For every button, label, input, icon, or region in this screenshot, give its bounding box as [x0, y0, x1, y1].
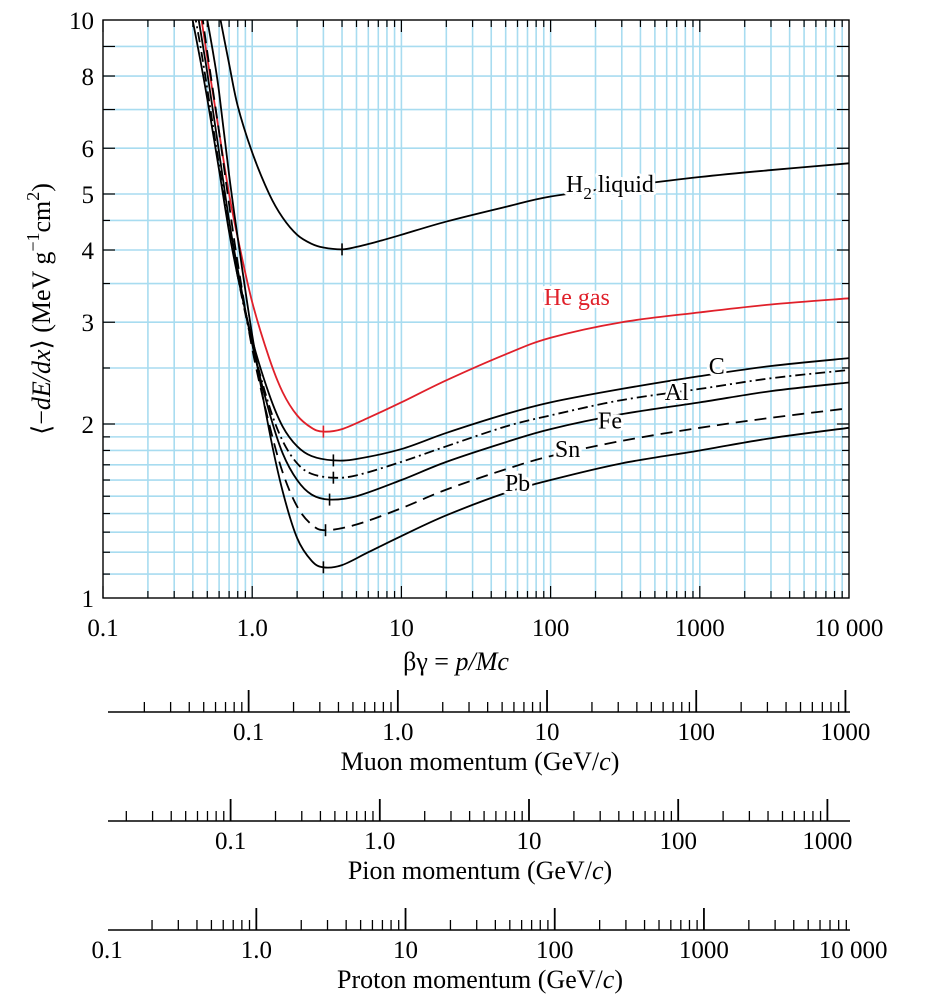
momentum-axis-1: 0.1 1.0 10 100 1000 Pion momentum (GeV/c) — [108, 799, 852, 885]
momentum-axes: 0.1 1.0 10 100 1000 Muon momentum (GeV/c) 0.1 1… — [92, 690, 888, 994]
y-tick-label: 3 — [82, 310, 95, 337]
y-tick-label: 2 — [82, 412, 95, 439]
momentum-tick-label: 100 — [536, 937, 574, 964]
x-tick-label: 10 000 — [815, 615, 884, 642]
series-line-h — [219, 20, 849, 251]
momentum-tick-label: 0.1 — [233, 719, 264, 746]
series-label: Al — [665, 380, 689, 406]
series-line-sn — [201, 20, 849, 532]
series-label-text: He gas — [544, 285, 610, 311]
series-label: Sn — [555, 437, 580, 463]
x-tick-label: 100 — [532, 615, 570, 642]
y-tick-label: 4 — [82, 238, 95, 265]
momentum-tick-label: 0.1 — [92, 937, 123, 964]
series-label: H2 liquid — [566, 172, 654, 203]
series-label-subscript: 2 — [583, 184, 592, 203]
axis-ticks — [102, 20, 849, 598]
series-label-text: Sn — [555, 437, 580, 463]
y-axis-title: ⟨−dE/dx⟩ (MeV g−1cm2) — [23, 183, 56, 435]
series-label: Pb — [505, 471, 530, 497]
series-line-fe — [197, 20, 849, 501]
series-label-rest: liquid — [592, 172, 654, 198]
grid-lines — [103, 20, 849, 598]
series-label: He gas — [544, 285, 610, 311]
series-label-text: C — [709, 354, 725, 380]
momentum-axis-title: Pion momentum (GeV/c) — [348, 856, 612, 885]
momentum-axis-title: Proton momentum (GeV/c) — [337, 965, 623, 994]
plot-frame — [102, 19, 850, 599]
momentum-tick-label: 10 — [393, 937, 418, 964]
y-tick-label: 8 — [82, 64, 95, 91]
momentum-tick-label: 1000 — [820, 719, 870, 746]
x-tick-label: 1000 — [675, 615, 725, 642]
series-line-he-gas — [200, 20, 849, 433]
series-line-c — [191, 20, 849, 462]
series-label: Fe — [598, 408, 622, 434]
y-tick-label: 1 — [82, 586, 95, 613]
momentum-tick-label: 0.1 — [215, 828, 246, 855]
minimum-markers — [322, 243, 343, 574]
momentum-tick-label: 1000 — [679, 937, 729, 964]
x-axis-title: βγ = p/Mc — [403, 647, 509, 676]
axis-tick-labels: 0.1 1.0 10 100 1000 10 000 1 2 3 4 5 6 8 10 — [69, 8, 883, 642]
momentum-tick-label: 1.0 — [364, 828, 395, 855]
momentum-axis-0: 0.1 1.0 10 100 1000 Muon momentum (GeV/c) — [108, 690, 870, 776]
momentum-tick-label: 10 — [535, 719, 560, 746]
momentum-tick-label: 10 — [516, 828, 541, 855]
x-tick-label: 1.0 — [237, 615, 268, 642]
momentum-tick-label: 1.0 — [241, 937, 272, 964]
x-tick-label: 0.1 — [87, 615, 118, 642]
momentum-axis-2: 0.1 1.0 10 100 1000 10 000 Proton momentum (Ge… — [92, 908, 888, 994]
x-tick-label: 10 — [389, 615, 414, 642]
momentum-tick-label: 100 — [677, 719, 715, 746]
momentum-axis-title: Muon momentum (GeV/c) — [341, 747, 620, 776]
momentum-tick-label: 100 — [659, 828, 697, 855]
series-line-al — [194, 20, 849, 479]
y-tick-label: 10 — [69, 8, 94, 35]
momentum-tick-label: 1.0 — [382, 719, 413, 746]
series-label-text: Pb — [505, 471, 530, 497]
momentum-tick-label: 1000 — [802, 828, 852, 855]
momentum-tick-label: 10 000 — [819, 937, 888, 964]
series-label-text: Fe — [598, 408, 622, 434]
series-label-text: H — [566, 172, 583, 198]
y-tick-label: 5 — [82, 182, 95, 209]
series-label-text: Al — [665, 380, 689, 406]
series-labels: H2 liquid He gas C Al Fe Sn Pb — [502, 169, 728, 500]
y-tick-label: 6 — [82, 136, 95, 163]
series-label: C — [709, 354, 725, 380]
